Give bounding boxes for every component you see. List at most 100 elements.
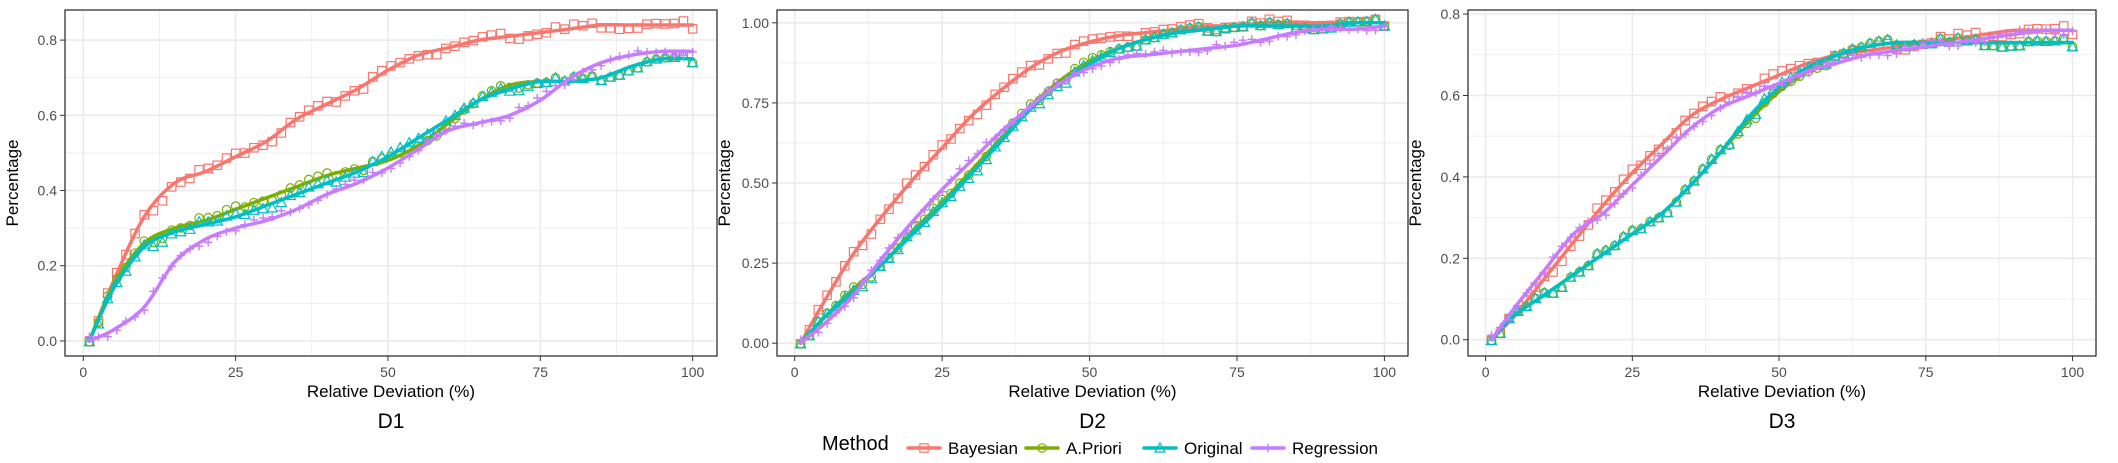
data-point bbox=[2013, 39, 2026, 51]
data-point bbox=[277, 206, 286, 215]
series-Regression bbox=[796, 22, 1389, 345]
legend-label: Regression bbox=[1292, 439, 1378, 458]
plot-area bbox=[1468, 10, 2096, 356]
x-tick-label: 0 bbox=[79, 364, 87, 380]
series-line bbox=[798, 24, 1387, 345]
data-point bbox=[919, 161, 930, 172]
legend-title: Method bbox=[822, 433, 889, 455]
data-point bbox=[1740, 113, 1753, 125]
y-tick-label: 0.4 bbox=[38, 183, 58, 199]
data-point bbox=[1636, 160, 1646, 171]
data-point bbox=[2031, 34, 2044, 46]
legend-item-Original: Original bbox=[1142, 439, 1243, 458]
data-point bbox=[944, 190, 958, 202]
data-point bbox=[893, 193, 903, 204]
data-point bbox=[468, 98, 479, 109]
data-point bbox=[1609, 187, 1620, 197]
legend-label: Bayesian bbox=[948, 439, 1018, 458]
legend-item-Bayesian: Bayesian bbox=[906, 439, 1018, 458]
y-tick-label: 0.2 bbox=[38, 258, 58, 274]
x-tick-label: 75 bbox=[1229, 364, 1245, 380]
data-point bbox=[990, 89, 1000, 100]
panel-title: D2 bbox=[1079, 410, 1106, 433]
series-line bbox=[87, 49, 695, 343]
y-tick-label: 0.0 bbox=[38, 333, 58, 349]
y-tick-label: 0.6 bbox=[38, 107, 58, 123]
x-tick-label: 100 bbox=[2061, 364, 2085, 380]
y-tick-label: 0.6 bbox=[1441, 87, 1461, 103]
data-point bbox=[2066, 40, 2079, 52]
x-tick-label: 50 bbox=[380, 364, 396, 380]
data-point bbox=[1485, 334, 1498, 346]
data-point bbox=[613, 68, 626, 80]
data-point bbox=[1272, 18, 1285, 30]
data-point bbox=[1996, 40, 2009, 52]
legend-key-marker bbox=[1153, 441, 1167, 453]
x-tick-label: 100 bbox=[1373, 364, 1397, 380]
y-tick-label: 0.50 bbox=[742, 175, 769, 191]
data-point bbox=[349, 85, 360, 96]
series-Regression bbox=[85, 46, 697, 343]
y-tick-label: 0.00 bbox=[742, 335, 769, 351]
y-tick-label: 1.00 bbox=[742, 15, 769, 31]
x-tick-label: 75 bbox=[533, 364, 549, 380]
y-axis-label: Percentage bbox=[1406, 140, 1425, 227]
data-point bbox=[910, 170, 921, 180]
y-axis-label: Percentage bbox=[3, 140, 22, 227]
legend-item-A.Priori: A.Priori bbox=[1024, 439, 1122, 458]
panel-border bbox=[64, 9, 718, 357]
data-point bbox=[1987, 39, 2000, 51]
data-point bbox=[946, 134, 956, 144]
data-point bbox=[1565, 241, 1576, 252]
series-line bbox=[87, 56, 695, 343]
panel-title: D1 bbox=[378, 410, 405, 433]
x-axis-label: Relative Deviation (%) bbox=[307, 382, 475, 401]
data-point bbox=[157, 196, 168, 206]
panel-title: D3 bbox=[1769, 410, 1796, 433]
y-axis-label: Percentage bbox=[715, 140, 734, 227]
legend-key-marker bbox=[1037, 443, 1047, 453]
series-line bbox=[798, 20, 1387, 345]
data-point bbox=[1689, 108, 1699, 119]
x-tick-label: 75 bbox=[1918, 364, 1934, 380]
series-line bbox=[1489, 28, 2075, 342]
x-tick-label: 0 bbox=[791, 364, 799, 380]
legend-key-marker bbox=[1263, 443, 1273, 453]
legend-items: Bayesian A.Priori Original Regression bbox=[906, 439, 1378, 458]
data-point bbox=[999, 82, 1009, 93]
series-Regression bbox=[1487, 25, 2077, 342]
data-point bbox=[831, 276, 841, 287]
x-tick-label: 100 bbox=[681, 364, 705, 380]
data-point bbox=[576, 72, 590, 83]
data-point bbox=[1174, 23, 1188, 35]
data-point bbox=[1555, 281, 1568, 293]
y-tick-label: 0.75 bbox=[742, 95, 769, 111]
series-line bbox=[798, 20, 1387, 345]
legend: Method Bayesian A.Priori Original Regressio… bbox=[822, 433, 1378, 458]
y-tick-label: 0.4 bbox=[1441, 169, 1461, 185]
x-tick-label: 0 bbox=[1482, 364, 1490, 380]
data-point bbox=[285, 117, 296, 128]
data-point bbox=[156, 235, 169, 247]
x-tick-label: 25 bbox=[228, 364, 244, 380]
x-tick-label: 25 bbox=[1625, 364, 1641, 380]
data-point bbox=[512, 84, 526, 96]
y-tick-label: 0.25 bbox=[742, 255, 769, 271]
data-point bbox=[686, 56, 699, 68]
data-point bbox=[130, 228, 140, 239]
legend-key-marker bbox=[919, 443, 929, 453]
chart-panels: 0 25 50 75 100 0.0 0.2 0.4 0.6 0.8 Relative Deviat… bbox=[3, 6, 2097, 433]
data-point bbox=[884, 204, 894, 214]
data-point bbox=[266, 201, 279, 213]
x-tick-label: 50 bbox=[1082, 364, 1098, 380]
panel-border bbox=[1467, 9, 2097, 357]
y-tick-label: 0.8 bbox=[1441, 6, 1461, 22]
data-point bbox=[631, 61, 644, 73]
y-tick-label: 0.0 bbox=[1441, 332, 1461, 348]
y-tick-label: 0.2 bbox=[1441, 250, 1461, 266]
x-tick-label: 50 bbox=[1771, 364, 1787, 380]
legend-label: A.Priori bbox=[1066, 439, 1122, 458]
y-tick-label: 0.8 bbox=[38, 32, 58, 48]
data-point bbox=[147, 240, 160, 252]
